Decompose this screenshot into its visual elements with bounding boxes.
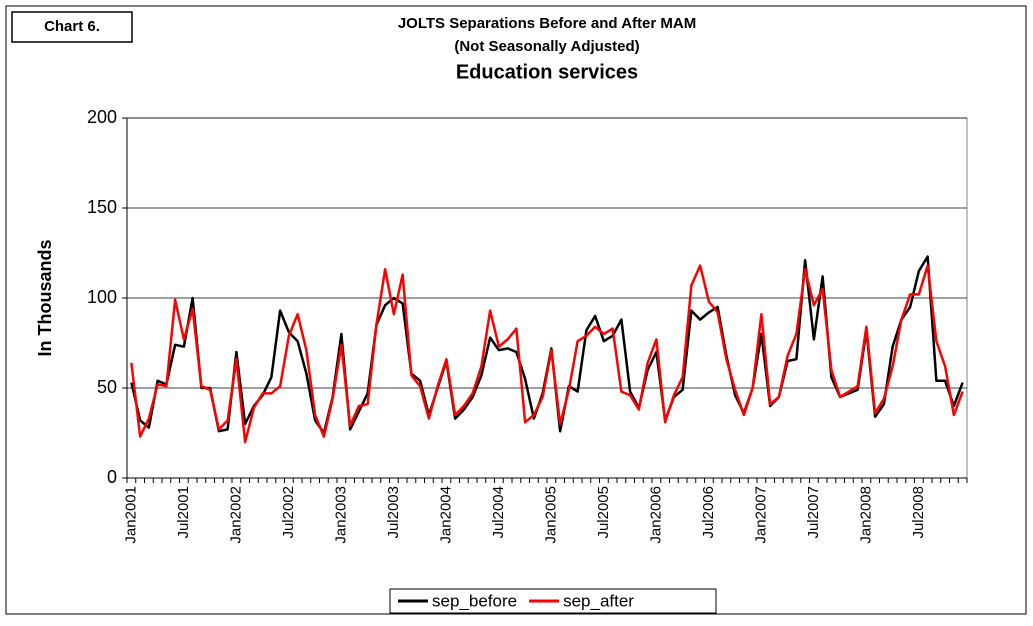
- x-tick-label: Jul2002: [280, 486, 297, 539]
- x-tick-label: Jul2005: [595, 486, 612, 539]
- x-tick-label: Jul2006: [700, 486, 717, 539]
- y-tick-label: 0: [107, 467, 117, 487]
- y-tick-label: 50: [97, 377, 117, 397]
- x-tick-label: Jan2007: [752, 486, 769, 544]
- chart-label: Chart 6.: [44, 18, 100, 35]
- x-tick-label: Jan2008: [857, 486, 874, 544]
- x-tick-label: Jul2004: [490, 486, 507, 539]
- label-box: [11, 11, 133, 43]
- chart-border: [5, 5, 1027, 615]
- legend-label: sep_after: [563, 591, 634, 610]
- legend-label: sep_before: [432, 591, 517, 610]
- y-tick-label: 150: [87, 197, 117, 217]
- series-line: [130, 264, 964, 444]
- x-tick-label: Jan2005: [542, 486, 559, 544]
- x-tick-label: Jan2001: [122, 486, 139, 544]
- x-tick-label: Jul2008: [910, 486, 927, 539]
- y-axis-label: In Thousands: [35, 240, 55, 357]
- chart-title: JOLTS Separations Before and After MAM: [398, 15, 696, 32]
- chart-subtitle: (Not Seasonally Adjusted): [454, 38, 639, 55]
- x-tick-label: Jan2006: [647, 486, 664, 544]
- x-tick-label: Jan2003: [332, 486, 349, 544]
- x-tick-label: Jul2003: [385, 486, 402, 539]
- y-tick-label: 100: [87, 287, 117, 307]
- x-tick-label: Jan2004: [437, 486, 454, 544]
- x-tick-label: Jan2002: [227, 486, 244, 544]
- x-tick-label: Jul2001: [175, 486, 192, 539]
- chart-subtitle-2: Education services: [456, 61, 638, 83]
- x-tick-label: Jul2007: [805, 486, 822, 539]
- y-tick-label: 200: [87, 107, 117, 127]
